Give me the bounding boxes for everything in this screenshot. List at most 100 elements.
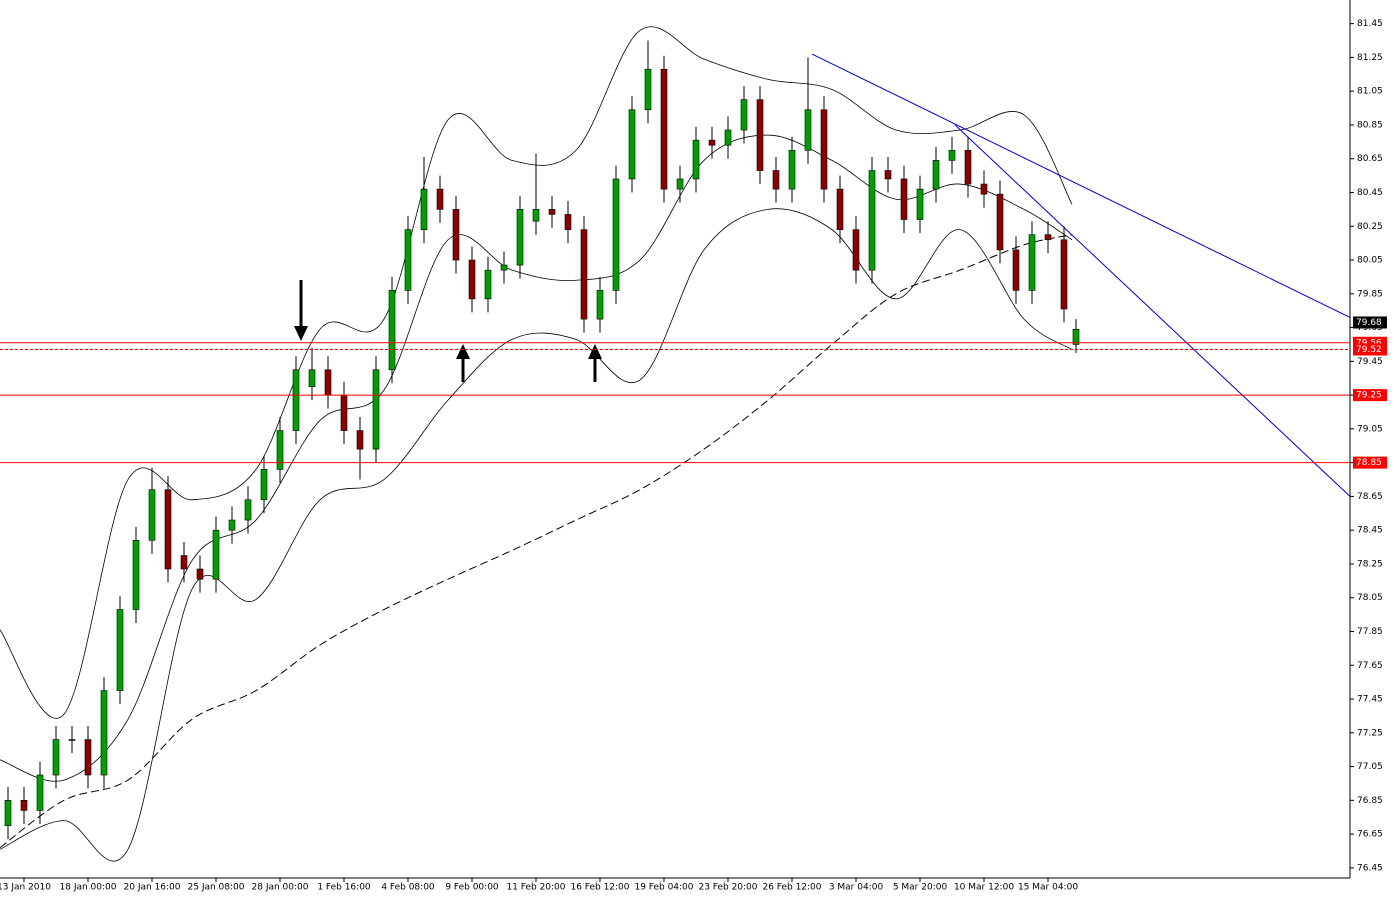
candle-body (1060, 239, 1068, 310)
x-tick-label: 5 Mar 20:00 (893, 883, 948, 893)
candle-body (100, 690, 108, 776)
arrow-head (456, 344, 470, 359)
candle-body (1028, 234, 1036, 291)
candle-body (692, 139, 700, 180)
candle-body (84, 739, 92, 776)
candle-body (900, 178, 908, 220)
x-tick-label: 1 Feb 16:00 (317, 883, 371, 893)
candle-body (532, 209, 540, 222)
candle-body (292, 369, 300, 431)
y-tick-label: 80.05 (1357, 256, 1383, 266)
candle-body (276, 430, 284, 470)
candle-body (836, 188, 844, 230)
x-tick-label: 19 Feb 04:00 (634, 883, 693, 893)
candle-body (148, 489, 156, 541)
x-tick-label: 20 Jan 16:00 (124, 883, 181, 893)
candle-body (20, 800, 28, 811)
annotation-arrows (294, 280, 602, 382)
candle-body (676, 178, 684, 190)
x-tick-label: 10 Mar 12:00 (954, 883, 1014, 893)
price-label: 78.85 (1356, 458, 1382, 468)
candle-body (244, 499, 252, 521)
y-tick-label: 80.45 (1357, 188, 1383, 198)
candle-body (180, 555, 188, 570)
candle-body (228, 519, 236, 531)
y-tick-label: 77.65 (1357, 661, 1383, 671)
candle-body (708, 139, 716, 146)
candle-body (548, 209, 556, 215)
x-tick-label: 9 Feb 00:00 (445, 883, 499, 893)
trendline (954, 124, 1351, 497)
trendline (811, 53, 1351, 318)
candle-body (612, 178, 620, 291)
x-tick-label: 18 Jan 00:00 (60, 883, 117, 893)
price-label: 79.56 (1356, 338, 1382, 348)
y-tick-label: 77.25 (1357, 728, 1383, 738)
candle-body (36, 774, 44, 811)
x-tick-label: 25 Jan 08:00 (188, 883, 245, 893)
candle-body (948, 149, 956, 161)
candle-body (964, 149, 972, 185)
bollinger-upper (0, 26, 1073, 719)
price-label-bg (1353, 456, 1387, 469)
candle-body (404, 229, 412, 291)
candle-body (1044, 234, 1052, 241)
candle-body (772, 170, 780, 190)
candle-body (868, 170, 876, 271)
candle-body (196, 568, 204, 580)
plot-layer (0, 26, 1351, 862)
candle-body (356, 430, 364, 450)
candle-body (372, 369, 380, 450)
moving-average (0, 234, 1073, 849)
y-tick-label: 80.85 (1357, 120, 1383, 130)
candle-body (980, 183, 988, 195)
y-tick-label: 78.05 (1357, 593, 1383, 603)
candle-body (884, 170, 892, 180)
candle-body (516, 209, 524, 266)
y-tick-label: 81.45 (1357, 19, 1383, 29)
y-tick-label: 78.65 (1357, 492, 1383, 502)
candle-body (260, 469, 268, 501)
candle-body (388, 290, 396, 371)
y-tick-label: 79.45 (1357, 357, 1383, 367)
candle-body (212, 529, 220, 580)
x-tick-label: 15 Mar 04:00 (1018, 883, 1078, 893)
x-tick-label: 28 Jan 00:00 (252, 883, 309, 893)
candle-body (820, 109, 828, 190)
candle-body (164, 489, 172, 570)
y-tick-label: 76.45 (1357, 863, 1383, 873)
candle-body (756, 99, 764, 171)
price-label: 79.68 (1356, 318, 1382, 328)
candle-body (308, 369, 316, 387)
y-tick-label: 76.85 (1357, 796, 1383, 806)
candle-body (644, 68, 652, 111)
x-tick-label: 13 Jan 2010 (0, 883, 51, 893)
candle-body (740, 99, 748, 131)
candle-body (436, 188, 444, 210)
candle-body (564, 214, 572, 230)
candle-body (852, 229, 860, 271)
arrow-head (294, 326, 308, 341)
candle-body (500, 264, 508, 271)
x-tick-label: 11 Feb 20:00 (506, 883, 565, 893)
bollinger-lower (0, 208, 1073, 862)
y-tick-label: 79.05 (1357, 424, 1383, 434)
candle-body (1072, 328, 1080, 345)
x-tick-label: 16 Feb 12:00 (570, 883, 629, 893)
y-tick-label: 77.05 (1357, 762, 1383, 772)
price-label-bg (1353, 389, 1387, 402)
candle-body (68, 739, 76, 741)
candle-body (324, 369, 332, 396)
candle-body (52, 739, 60, 776)
y-tick-label: 81.05 (1357, 87, 1383, 97)
x-tick-label: 23 Feb 20:00 (698, 883, 757, 893)
candle-body (420, 188, 428, 230)
x-tick-label: 4 Feb 08:00 (381, 883, 435, 893)
candle-body (580, 229, 588, 320)
candle-body (724, 129, 732, 146)
price-label-bg (1353, 343, 1387, 356)
price-label: 79.25 (1356, 391, 1382, 401)
